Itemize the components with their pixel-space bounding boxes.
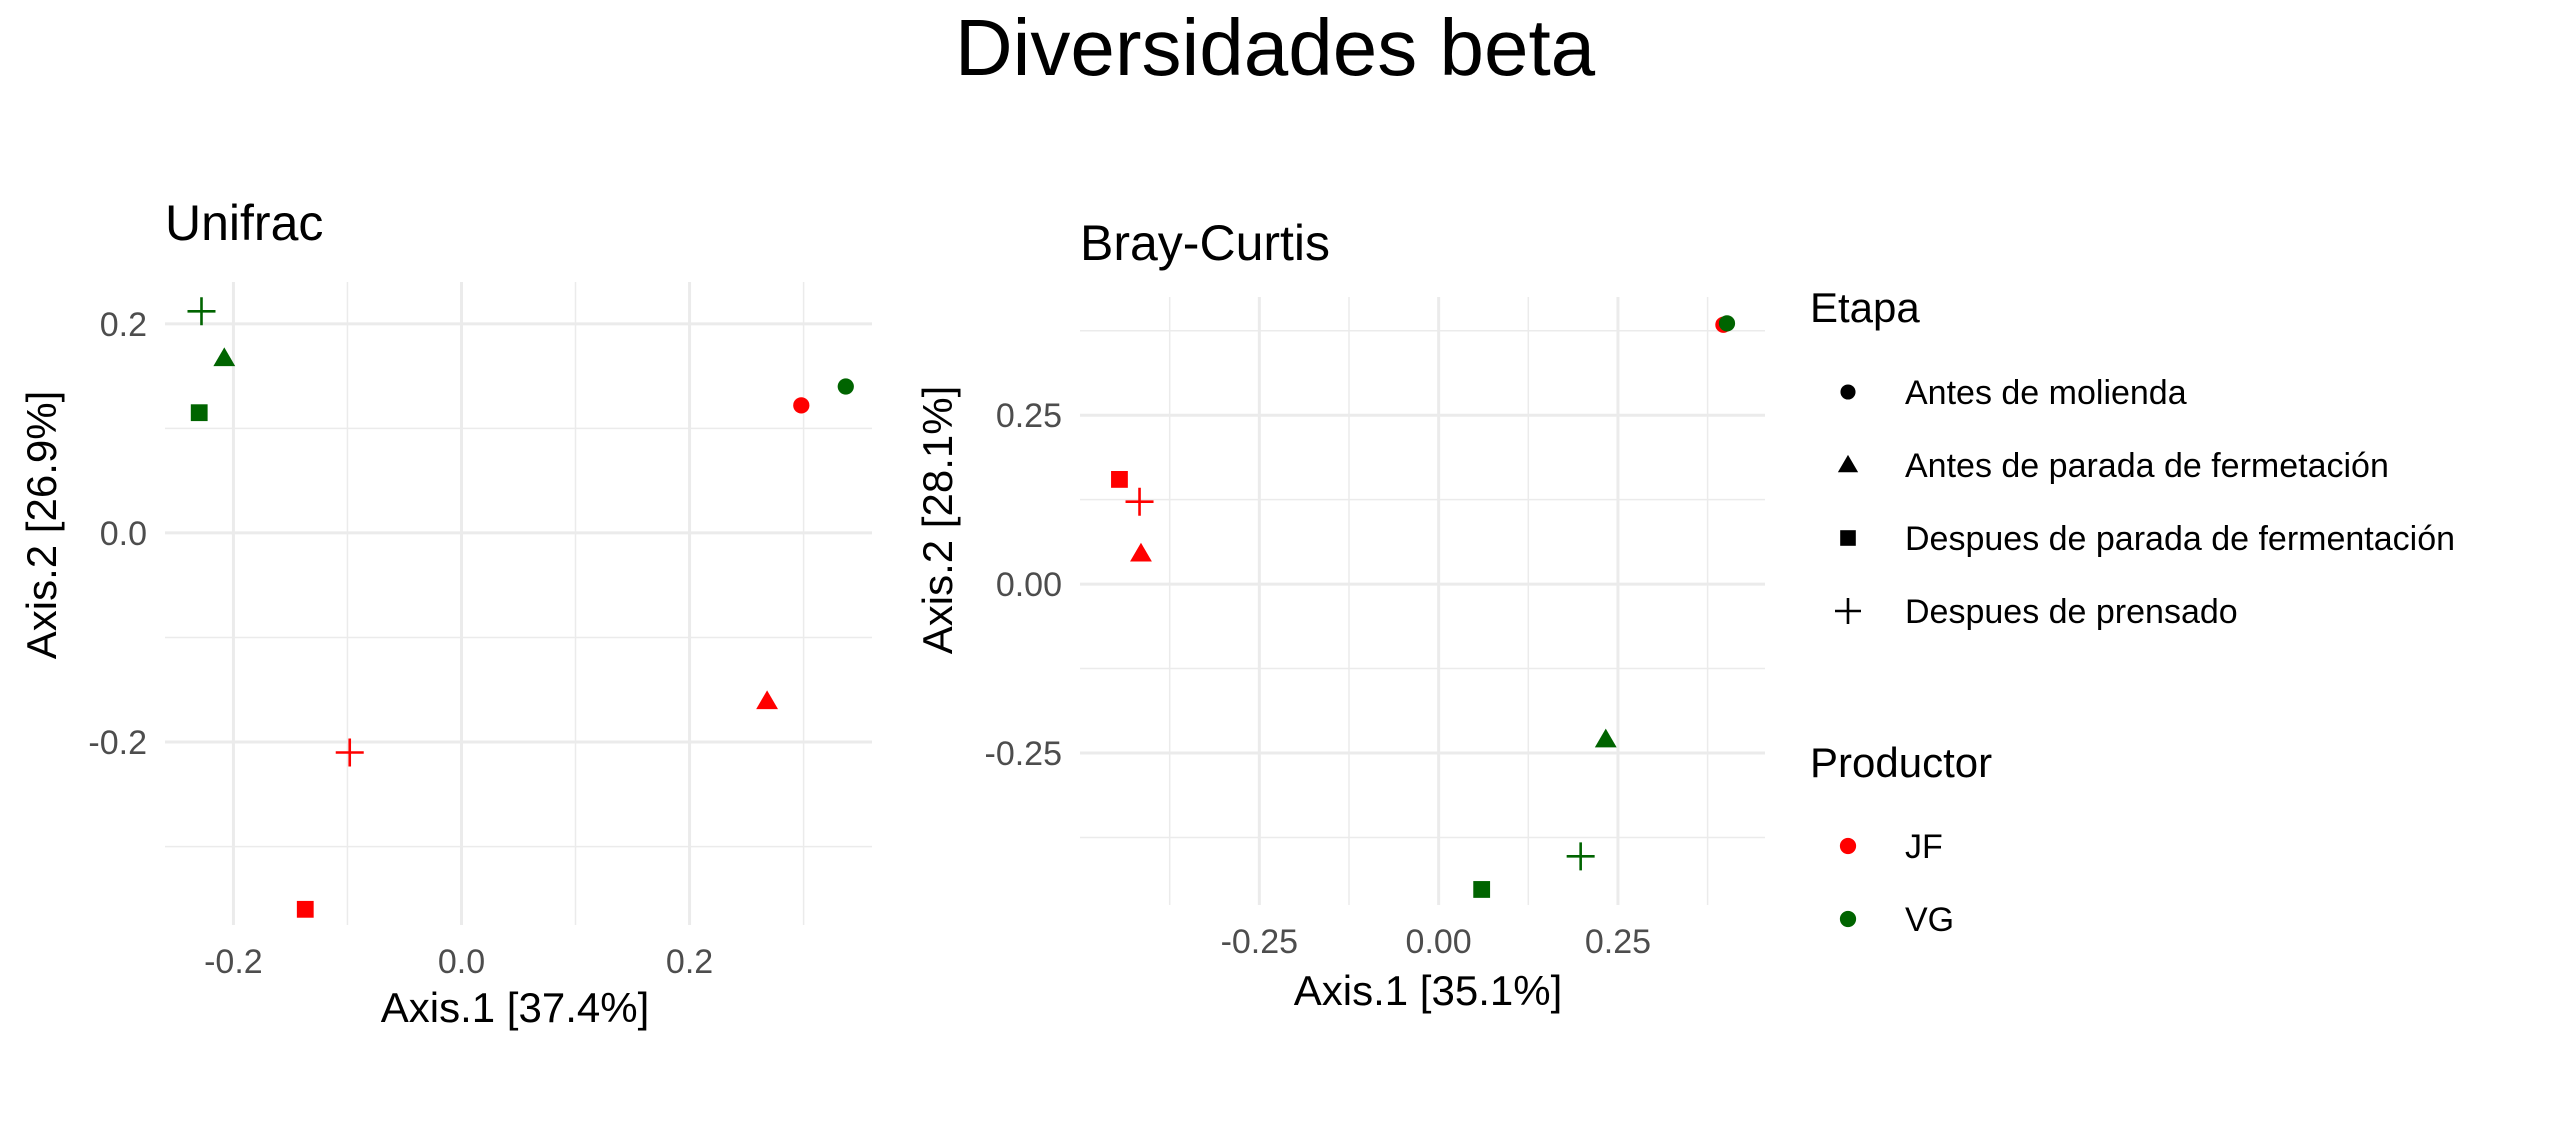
unifrac-x-axis-label: Axis.1 [37.4%] (381, 984, 649, 1031)
unifrac-x-ticks: -0.2 0.0 0.2 (204, 943, 713, 981)
unifrac-point-vg-despues-de-prensado (187, 297, 216, 326)
legend-etapa-items: Antes de molienda Antes de parada de ferm… (1835, 374, 2455, 631)
legend-etapa-label: Despues de prensado (1905, 593, 2238, 631)
legend-etapa-label: Antes de molienda (1905, 374, 2187, 412)
bray-curtis-x-axis-label: Axis.1 [35.1%] (1294, 967, 1562, 1014)
unifrac-grid (165, 282, 872, 925)
unifrac-point-vg-antes-de-parada-de-fermetacion (213, 347, 236, 367)
bray-curtis-title: Bray-Curtis (1080, 215, 1330, 271)
unifrac-x-tick-label: -0.2 (204, 943, 263, 981)
bray-curtis-point-jf-despues-de-parada-de-fermentacion (1111, 471, 1128, 488)
unifrac-points (187, 297, 854, 918)
figure-title: Diversidades beta (955, 3, 1596, 92)
legend-productor-items: JF VG (1839, 828, 1954, 939)
bray-curtis-point-vg-despues-de-parada-de-fermentacion (1473, 881, 1491, 898)
unifrac-panel: Unifrac -0.2 0.0 0.2 0.2 0.0 -0.2 Axis.1 [37… (18, 195, 872, 1031)
bray-curtis-y-ticks: 0.25 0.00 -0.25 (985, 397, 1063, 773)
unifrac-y-axis-label: Axis.2 [26.9%] (18, 391, 65, 659)
bray-curtis-point-vg-antes-de-parada-de-fermetacion (1594, 728, 1617, 748)
unifrac-point-jf-antes-de-molienda (793, 397, 810, 414)
legend-key-antes-de-molienda (1840, 384, 1856, 400)
unifrac-point-jf-despues-de-parada-de-fermentacion (296, 900, 314, 918)
bray-curtis-x-tick-label: 0.00 (1406, 923, 1472, 961)
legend-etapa-label: Antes de parada de fermetación (1905, 447, 2389, 485)
bray-curtis-y-tick-label: 0.25 (996, 397, 1062, 435)
unifrac-y-tick-label: -0.2 (88, 724, 147, 762)
unifrac-x-tick-label: 0.2 (666, 943, 713, 981)
bray-curtis-grid (1080, 297, 1765, 905)
legend-key-despues-de-parada-de-fermentacion (1840, 530, 1856, 546)
bray-curtis-y-tick-label: -0.25 (985, 735, 1063, 773)
bray-curtis-point-vg-despues-de-prensado (1566, 842, 1595, 871)
bray-curtis-x-tick-label: -0.25 (1221, 923, 1299, 961)
legend: Etapa Antes de molienda Antes de parada d… (1810, 284, 2455, 939)
legend-etapa-title: Etapa (1810, 284, 1920, 331)
legend-key-vg (1839, 910, 1857, 928)
legend-key-antes-de-parada-de-fermetacion (1837, 454, 1859, 473)
bray-curtis-point-vg-antes-de-molienda (1718, 315, 1736, 332)
bray-curtis-y-axis-label: Axis.2 [28.1%] (914, 386, 961, 654)
unifrac-y-tick-label: 0.0 (100, 515, 147, 553)
bray-curtis-points (1111, 315, 1736, 898)
legend-productor-label: JF (1905, 828, 1943, 866)
bray-curtis-x-ticks: -0.25 0.00 0.25 (1221, 923, 1651, 961)
bray-curtis-y-tick-label: 0.00 (996, 566, 1062, 604)
unifrac-point-vg-despues-de-parada-de-fermentacion (190, 404, 208, 422)
legend-productor-label: VG (1905, 901, 1954, 939)
unifrac-point-vg-antes-de-molienda (837, 378, 854, 395)
bray-curtis-x-tick-label: 0.25 (1585, 923, 1651, 961)
unifrac-title: Unifrac (165, 195, 323, 251)
bray-curtis-panel: Bray-Curtis -0.25 0.00 0.25 0.250.00-0.25 … (914, 215, 1765, 1014)
unifrac-y-tick-label: 0.2 (100, 306, 147, 344)
bray-curtis-point-jf-antes-de-parada-de-fermetacion (1130, 542, 1152, 562)
unifrac-y-ticks: 0.2 0.0 -0.2 (88, 306, 147, 762)
bray-curtis-point-jf-despues-de-prensado (1125, 487, 1154, 516)
unifrac-point-jf-antes-de-parada-de-fermetacion (756, 690, 779, 710)
legend-key-jf (1839, 837, 1857, 855)
legend-productor-title: Productor (1810, 739, 1992, 786)
unifrac-x-tick-label: 0.0 (438, 943, 485, 981)
legend-key-despues-de-prensado (1835, 598, 1861, 624)
unifrac-point-jf-despues-de-prensado (335, 738, 364, 767)
legend-etapa-label: Despues de parada de fermentación (1905, 520, 2455, 558)
